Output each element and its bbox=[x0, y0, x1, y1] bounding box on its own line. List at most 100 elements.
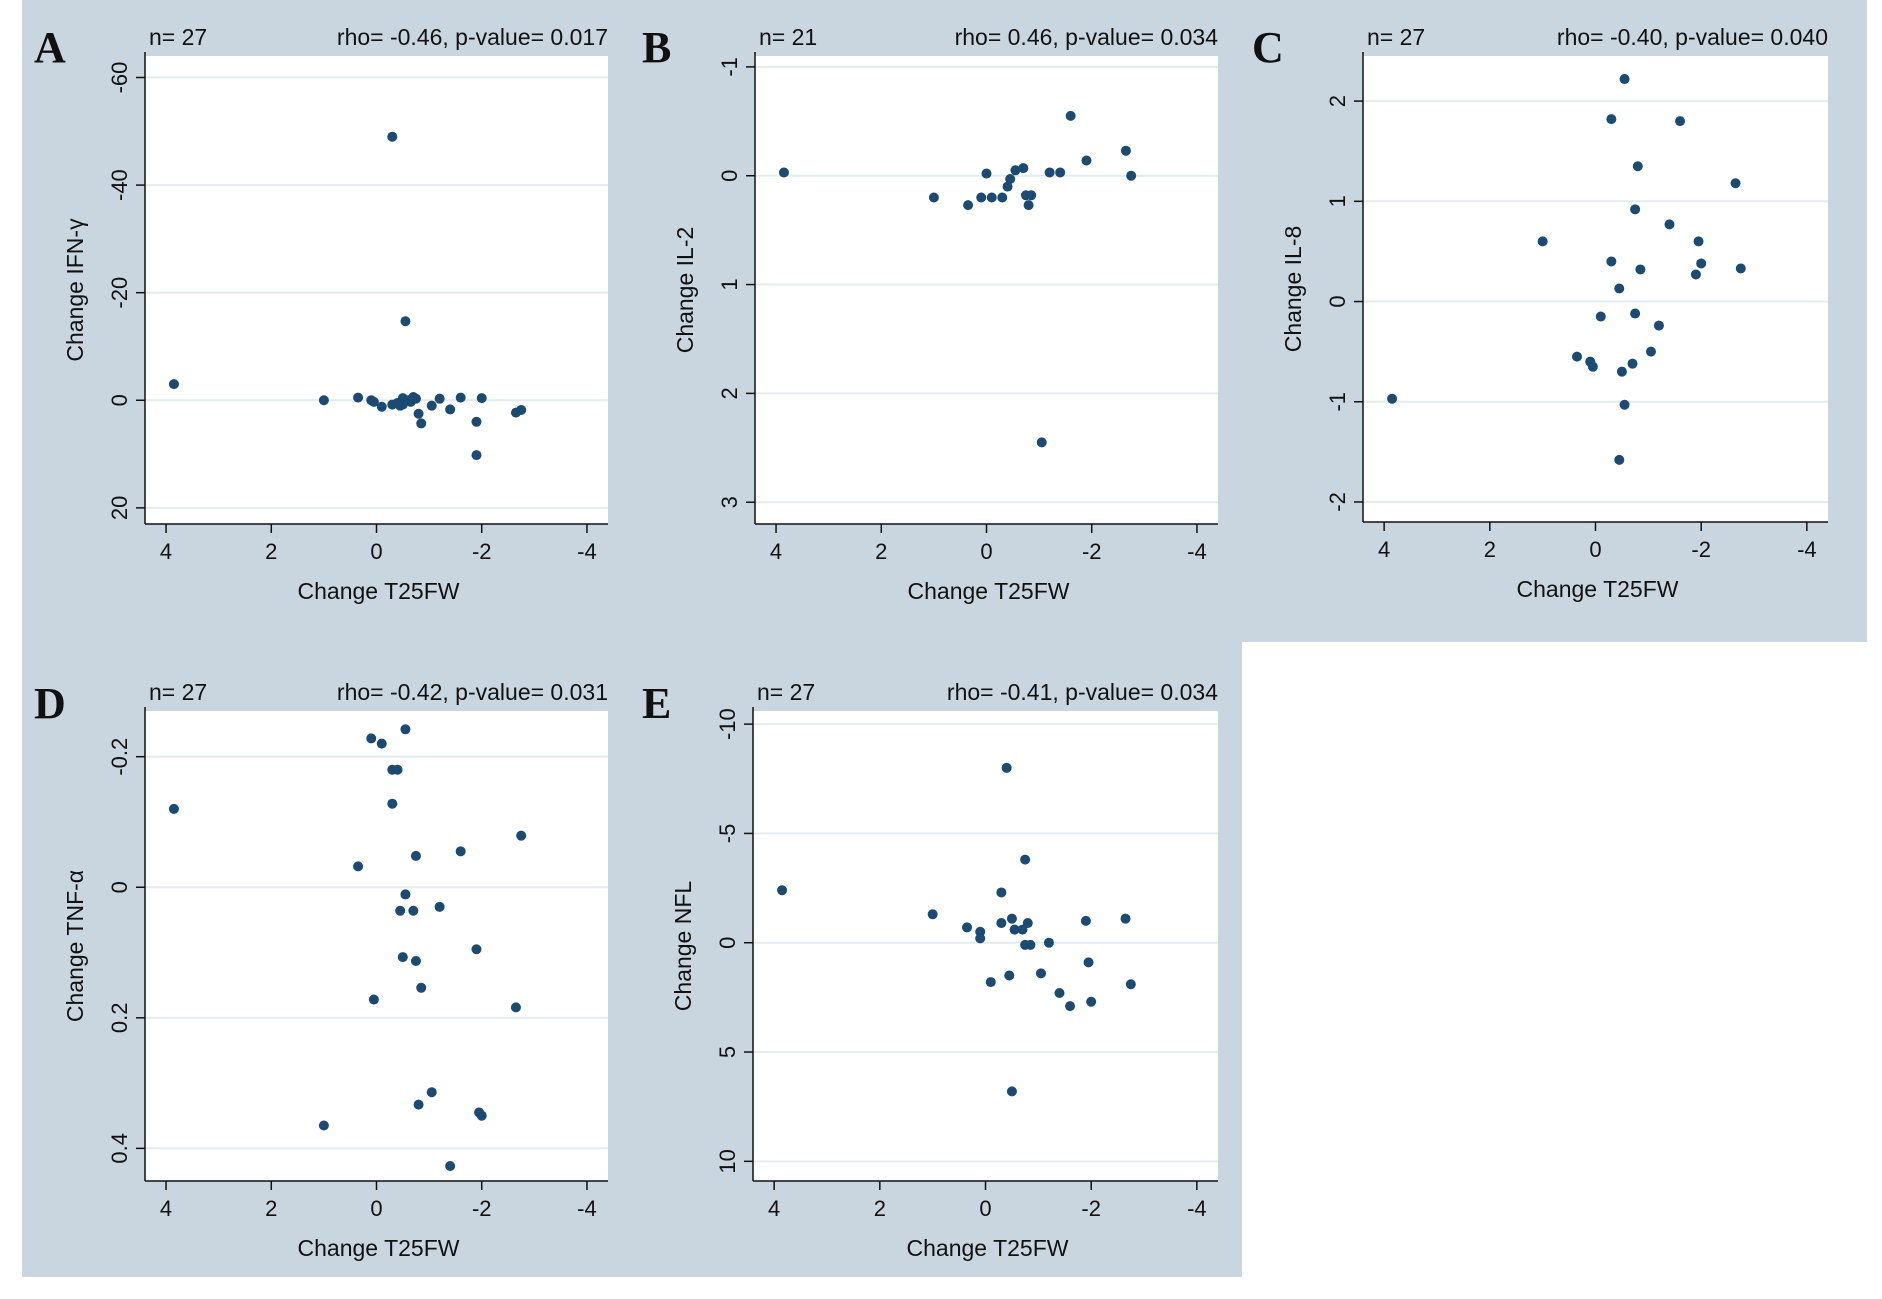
panel-letter-a: A bbox=[34, 23, 66, 72]
data-point-d-4 bbox=[368, 994, 379, 1005]
stat-label-a: rho= -0.46, p-value= 0.017 bbox=[337, 24, 608, 50]
data-point-c-0 bbox=[1387, 393, 1398, 404]
y-tick-label-a-4: 20 bbox=[107, 496, 132, 520]
data-point-a-4 bbox=[368, 396, 379, 407]
data-point-c-13 bbox=[1627, 358, 1638, 369]
data-point-e-8 bbox=[1001, 762, 1012, 773]
data-point-b-4 bbox=[981, 168, 992, 179]
data-point-d-21 bbox=[455, 846, 466, 857]
data-point-c-25 bbox=[1730, 178, 1741, 189]
y-tick-label-c-4: -2 bbox=[1325, 492, 1350, 512]
data-point-e-11 bbox=[1006, 1086, 1017, 1097]
data-point-c-22 bbox=[1690, 269, 1701, 280]
data-point-b-5 bbox=[986, 192, 997, 203]
panel-letter-e: E bbox=[642, 679, 671, 728]
data-point-b-3 bbox=[976, 192, 987, 203]
data-point-a-22 bbox=[471, 450, 482, 461]
data-point-c-24 bbox=[1696, 258, 1707, 269]
x-tick-label-a-2: 0 bbox=[370, 539, 382, 564]
data-point-d-12 bbox=[400, 889, 411, 900]
data-point-e-5 bbox=[985, 977, 996, 988]
plot-area-b bbox=[755, 56, 1218, 524]
y-tick-label-d-0: -0.2 bbox=[107, 738, 132, 776]
data-point-b-16 bbox=[1055, 167, 1066, 178]
y-tick-label-b-0: -1 bbox=[717, 57, 742, 77]
data-point-c-5 bbox=[1595, 311, 1606, 322]
data-point-d-0 bbox=[168, 803, 179, 814]
data-point-c-2 bbox=[1572, 351, 1583, 362]
x-tick-label-d-3: -2 bbox=[472, 1196, 492, 1221]
data-point-b-8 bbox=[1005, 173, 1016, 184]
x-tick-label-c-2: 0 bbox=[1589, 537, 1601, 562]
data-point-c-16 bbox=[1632, 161, 1643, 172]
data-point-c-7 bbox=[1606, 114, 1617, 125]
x-axis-title-d: Change T25FW bbox=[298, 1235, 460, 1261]
x-tick-label-e-0: 4 bbox=[768, 1196, 780, 1221]
plot-area-c bbox=[1363, 56, 1828, 522]
y-tick-label-a-3: 0 bbox=[107, 394, 132, 406]
data-point-e-22 bbox=[1080, 915, 1091, 926]
data-point-d-13 bbox=[408, 905, 419, 916]
data-point-c-11 bbox=[1619, 74, 1630, 85]
y-tick-label-b-1: 0 bbox=[717, 170, 742, 182]
data-point-d-9 bbox=[395, 905, 406, 916]
data-point-b-6 bbox=[997, 192, 1008, 203]
data-point-d-25 bbox=[510, 1002, 521, 1013]
y-tick-label-e-0: -10 bbox=[715, 708, 740, 740]
data-point-c-12 bbox=[1619, 399, 1630, 410]
data-point-e-1 bbox=[927, 909, 938, 920]
data-point-c-21 bbox=[1675, 116, 1686, 127]
data-point-a-19 bbox=[445, 404, 456, 415]
plot-area-e bbox=[753, 711, 1218, 1181]
data-point-c-17 bbox=[1635, 264, 1646, 275]
data-point-d-3 bbox=[366, 733, 377, 744]
x-tick-label-d-4: -4 bbox=[577, 1196, 597, 1221]
plot-area-a bbox=[145, 56, 608, 524]
y-tick-label-c-3: -1 bbox=[1325, 392, 1350, 412]
y-axis-title-c: Change IL-8 bbox=[1280, 226, 1306, 353]
data-point-a-0 bbox=[168, 379, 179, 390]
y-axis-title-a: Change IFN-γ bbox=[62, 218, 88, 362]
data-point-b-1 bbox=[928, 192, 939, 203]
data-point-b-14 bbox=[1036, 437, 1047, 448]
y-tick-label-a-2: -20 bbox=[107, 277, 132, 309]
x-tick-label-b-4: -4 bbox=[1187, 539, 1207, 564]
y-tick-label-d-1: 0 bbox=[107, 881, 132, 893]
data-point-e-10 bbox=[1006, 913, 1017, 924]
x-axis-title-c: Change T25FW bbox=[1517, 576, 1679, 602]
panel-c: 4 2 0 -2 -4 2 1 0 -1 -2 Change T25FW Change IL-8 n= … bbox=[1252, 23, 1828, 602]
data-point-a-16 bbox=[416, 418, 427, 429]
panel-b: 4 2 0 -2 -4 -1 0 1 2 3 Change T25FW Change IL-2 n= 2… bbox=[642, 23, 1218, 604]
x-tick-label-c-1: 2 bbox=[1484, 537, 1496, 562]
x-tick-label-b-1: 2 bbox=[875, 539, 887, 564]
y-tick-label-b-3: 2 bbox=[717, 387, 742, 399]
x-tick-label-a-1: 2 bbox=[265, 539, 277, 564]
x-axis-title-a: Change T25FW bbox=[298, 578, 460, 604]
data-point-e-20 bbox=[1054, 988, 1065, 998]
data-point-e-18 bbox=[1035, 968, 1046, 979]
y-tick-label-c-1: 1 bbox=[1325, 195, 1350, 207]
data-point-b-13 bbox=[1026, 190, 1037, 201]
data-point-a-17 bbox=[426, 400, 437, 411]
y-tick-label-b-4: 3 bbox=[717, 496, 742, 508]
stat-label-e: rho= -0.41, p-value= 0.034 bbox=[947, 679, 1218, 705]
data-point-e-7 bbox=[996, 918, 1007, 929]
y-tick-label-d-3: 0.4 bbox=[107, 1133, 132, 1164]
data-point-c-15 bbox=[1630, 204, 1641, 215]
panel-letter-d: D bbox=[34, 679, 66, 728]
y-tick-label-e-2: 0 bbox=[715, 937, 740, 949]
y-tick-label-a-0: -60 bbox=[107, 62, 132, 94]
y-tick-label-e-4: 10 bbox=[715, 1149, 740, 1173]
data-point-c-10 bbox=[1616, 366, 1627, 377]
data-point-a-26 bbox=[387, 131, 398, 142]
data-point-e-24 bbox=[1086, 996, 1097, 1007]
data-point-c-6 bbox=[1606, 256, 1617, 267]
data-point-d-1 bbox=[318, 1120, 329, 1131]
data-point-d-2 bbox=[353, 861, 364, 872]
x-tick-label-c-0: 4 bbox=[1378, 537, 1390, 562]
data-point-a-1 bbox=[318, 395, 329, 406]
x-tick-label-d-0: 4 bbox=[160, 1196, 172, 1221]
data-point-d-22 bbox=[471, 944, 482, 955]
data-point-d-7 bbox=[387, 798, 398, 809]
stat-label-b: rho= 0.46, p-value= 0.034 bbox=[955, 24, 1219, 50]
